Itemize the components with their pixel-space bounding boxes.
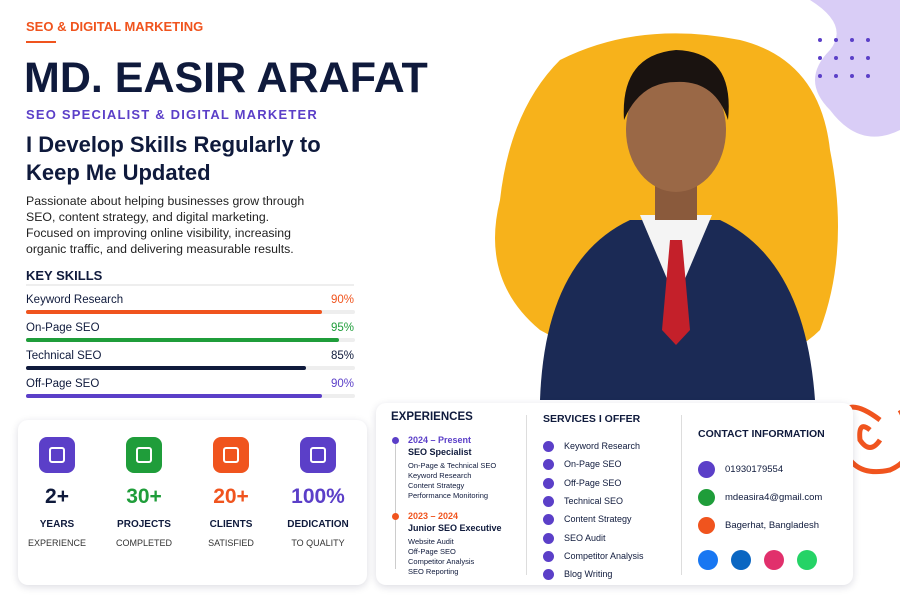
job-point: Content Strategy: [408, 481, 465, 490]
contact-icon: [698, 517, 715, 534]
period: 2024 – Present: [408, 435, 472, 445]
skill-name: On-Page SEO: [26, 322, 100, 334]
job-role: Junior SEO Executive: [408, 523, 502, 533]
tag: SEO & DIGITAL MARKETING: [26, 19, 204, 34]
info-card: EXPERIENCES 2024 – Present SEO Specialist O…: [376, 403, 853, 585]
experiences-title: EXPERIENCES: [391, 411, 473, 423]
service: Off-Page SEO: [564, 477, 622, 488]
job-point: Performance Monitoring: [408, 491, 489, 500]
stat-icon-glyph: [136, 447, 152, 463]
social-icon: [797, 550, 817, 570]
stat-value: 20+: [213, 485, 249, 508]
stat-icon-glyph: [223, 447, 239, 463]
check-icon: [543, 459, 554, 471]
check-icon: [543, 495, 554, 507]
service: Competitor Analysis: [564, 550, 644, 561]
stat-label: YEARS: [39, 519, 75, 530]
check-icon: [543, 477, 554, 489]
stats-card: 2+ YEARS EXPERIENCE 30+ PROJECTS COMPLETED 20+…: [18, 420, 367, 585]
check-icon: [543, 441, 554, 452]
service: Blog Writing: [564, 569, 613, 580]
skill-bar: [26, 394, 323, 398]
divider: [681, 415, 682, 575]
check-icon: [543, 514, 554, 526]
social-icon: [731, 550, 751, 570]
stat-value: 2+: [45, 485, 69, 508]
job-point: Off-Page SEO: [408, 547, 456, 556]
timeline-dot: [392, 437, 399, 444]
check-icon: [543, 532, 554, 544]
contact-text: 01930179554: [725, 464, 784, 475]
skill-percent: 85%: [330, 350, 354, 362]
skill-name: Technical SEO: [26, 350, 102, 362]
stat-icon-glyph: [310, 447, 326, 463]
portrait: [540, 50, 815, 400]
role: SEO SPECIALIST & DIGITAL MARKETER: [26, 107, 318, 122]
job-point: Website Audit: [408, 537, 454, 546]
stat-icon: [39, 437, 75, 473]
skill-percent: 90%: [330, 378, 354, 390]
intro: Passionate about helping businesses grow…: [26, 194, 305, 256]
timeline: [395, 439, 396, 569]
skill-bar: [26, 338, 339, 342]
job-point: On-Page & Technical SEO: [408, 461, 497, 470]
divider: [526, 415, 527, 575]
contact-title: CONTACT INFORMATION: [698, 428, 825, 440]
services-title: SERVICES I OFFER: [543, 413, 641, 425]
stat-sub: SATISFIED: [208, 538, 254, 548]
stat-value: 100%: [291, 485, 345, 508]
service: SEO Audit: [564, 532, 606, 543]
stat-icon: [126, 437, 162, 473]
skill-percent: 95%: [330, 322, 354, 334]
social-icon: [698, 550, 718, 570]
skill-name: Keyword Research: [26, 294, 124, 306]
headline: I Develop Skills Regularly to Keep Me Up…: [26, 132, 321, 185]
stat-icon: [213, 437, 249, 473]
stat-sub: TO QUALITY: [291, 538, 345, 548]
job-point: Competitor Analysis: [408, 557, 475, 566]
stat-sub: COMPLETED: [115, 538, 172, 548]
contact-text: mdeasira4@gmail.com: [725, 492, 823, 503]
stat-icon: [300, 437, 336, 473]
period: 2023 – 2024: [408, 511, 459, 521]
stat-label: CLIENTS: [209, 519, 253, 530]
stat-sub: EXPERIENCE: [27, 538, 87, 548]
job-role: SEO Specialist: [408, 447, 472, 457]
skills-title: KEY SKILLS: [26, 268, 103, 283]
job-point: Keyword Research: [408, 471, 472, 480]
skill-percent: 90%: [330, 294, 354, 306]
contact-text: Bagerhat, Bangladesh: [725, 520, 820, 531]
stat-label: DEDICATION: [287, 519, 349, 530]
service: On-Page SEO: [564, 459, 622, 470]
stat-label: PROJECTS: [117, 519, 171, 530]
stat-value: 30+: [126, 485, 162, 508]
stat-icon-glyph: [49, 447, 65, 463]
dot-grid: [818, 38, 870, 78]
check-icon: [543, 569, 554, 581]
skill-name: Off-Page SEO: [26, 378, 100, 390]
service: Content Strategy: [564, 514, 632, 525]
job-point: SEO Reporting: [408, 567, 459, 576]
name: MD. EASIR ARAFAT: [24, 54, 428, 102]
lavender-blob: [810, 0, 900, 137]
check-icon: [543, 550, 554, 562]
contact-icon: [698, 489, 715, 506]
skill-bar: [26, 310, 323, 314]
service: Keyword Research: [564, 441, 641, 451]
timeline-dot: [392, 513, 399, 520]
social-icon: [764, 550, 784, 570]
skill-bar: [26, 366, 306, 370]
service: Technical SEO: [564, 495, 624, 506]
contact-icon: [698, 461, 715, 478]
